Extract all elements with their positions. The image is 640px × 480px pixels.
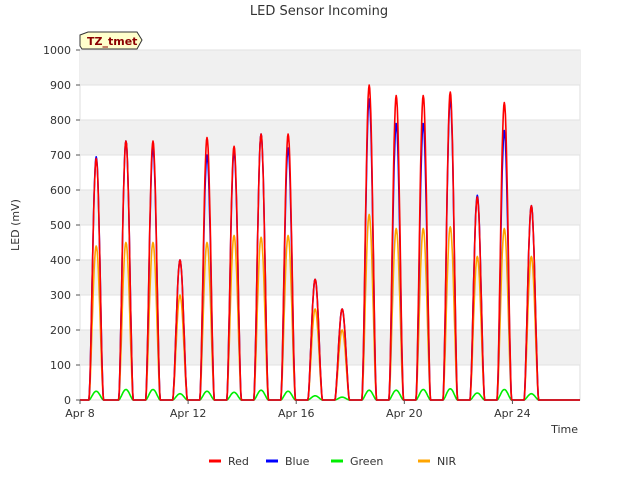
series-line-green [80, 388, 580, 401]
x-tick-label: Apr 16 [278, 407, 315, 420]
x-tick-label: Apr 8 [65, 407, 95, 420]
series-layer [80, 84, 580, 401]
background-bands [80, 50, 580, 365]
y-tick-label: 1000 [43, 44, 71, 57]
tz-badge-shape [79, 31, 143, 50]
y-axis: 0 100 200 300 400 500 600 700 800 900 1000 [43, 44, 80, 407]
y-tick-label: 800 [50, 114, 71, 127]
y-tick-label: 600 [50, 184, 71, 197]
legend-label-nir: NIR [437, 455, 456, 468]
y-tick-label: 200 [50, 324, 71, 337]
background-band [80, 190, 580, 225]
plot-area [79, 49, 581, 401]
y-tick-label: 700 [50, 149, 71, 162]
background-band [80, 50, 580, 85]
x-tick-label: Apr 20 [386, 407, 423, 420]
x-tick-label: Apr 12 [170, 407, 207, 420]
tz-badge: TZ_tmet [79, 31, 143, 50]
y-tick-label: 900 [50, 79, 71, 92]
y-tick-label: 400 [50, 254, 71, 267]
y-tick-label: 300 [50, 289, 71, 302]
background-band [80, 330, 580, 365]
y-tick-label: 100 [50, 359, 71, 372]
legend-label-green: Green [350, 455, 383, 468]
background-band [80, 120, 580, 155]
y-tick-label: 0 [64, 394, 71, 407]
legend: Red Blue Green NIR [209, 455, 456, 468]
chart-title: LED Sensor Incoming [250, 4, 388, 19]
x-axis-label: Time [550, 423, 578, 436]
legend-label-red: Red [228, 455, 249, 468]
x-axis: Apr 8 Apr 12 Apr 16 Apr 20 Apr 24 [65, 400, 531, 420]
background-band [80, 260, 580, 295]
series-line-red [80, 84, 580, 401]
y-axis-label: LED (mV) [9, 199, 22, 251]
x-tick-label: Apr 24 [494, 407, 531, 420]
legend-label-blue: Blue [285, 455, 310, 468]
y-tick-label: 500 [50, 219, 71, 232]
tz-badge-text: TZ_tmet [87, 35, 137, 48]
